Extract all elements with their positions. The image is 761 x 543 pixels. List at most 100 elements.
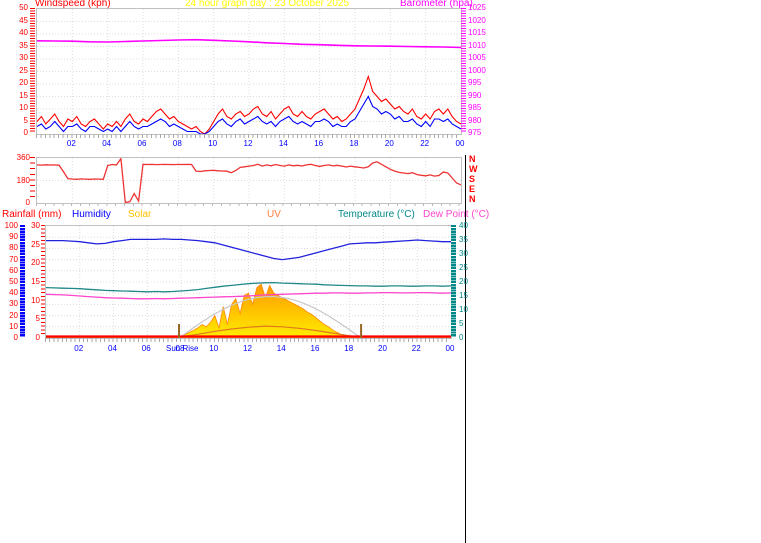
sunset-marker	[360, 324, 363, 338]
windspeed-tick-label: 10	[19, 103, 28, 112]
rainfall-axis-ticks	[41, 225, 45, 337]
compass-letter: E	[469, 184, 476, 194]
humidity-tick-label: 30	[9, 299, 18, 309]
barometer-tick-label: 1025	[468, 3, 486, 12]
temperature-tick-label: 20	[459, 277, 468, 286]
windspeed-tick-label: 5	[23, 115, 28, 125]
temperature-tick-label: 5	[459, 319, 464, 328]
rainfall-tick-label: 30	[31, 221, 40, 230]
temperature-tick-label: 0	[459, 333, 464, 342]
barometer-axis-ticks	[461, 8, 466, 133]
temperature-tick-label: 35	[459, 235, 468, 244]
wind-xaxis-label: 04	[102, 139, 112, 148]
legend-solar: Solar	[128, 209, 152, 220]
humidity-tick-label: 100	[4, 221, 18, 230]
humidity-tick-label: 90	[9, 232, 18, 242]
graph-title: 24 hour graph day : 23 October 2025	[185, 0, 350, 9]
rainfall-tick-label: 5	[35, 314, 40, 324]
bottom-xaxis-label: 10	[209, 344, 219, 353]
bottom-xaxis-label: 16	[310, 344, 320, 353]
sunrise-marker	[178, 324, 180, 338]
barometer-tick-label: 990	[468, 90, 482, 100]
compass-letter: N	[469, 154, 476, 164]
humidity-tick-label: 10	[9, 321, 18, 331]
wind-xaxis-label: 00	[455, 139, 465, 148]
combined-weather-chart	[46, 226, 451, 338]
compass-letter: W	[469, 164, 478, 174]
barometer-tick-label: 995	[468, 78, 482, 87]
temperature-tick-label: 15	[459, 291, 468, 300]
barometer-tick-label: 1010	[468, 40, 486, 50]
humidity-tick-label: 20	[9, 310, 18, 320]
bottom-xaxis-label: 00	[445, 344, 455, 353]
rainfall-tick-label: 15	[31, 277, 40, 286]
windspeed-tick-label: 45	[19, 15, 28, 25]
windspeed-barometer-chart	[37, 9, 461, 134]
wind-xaxis-label: 06	[137, 139, 147, 148]
legend-temperature: Temperature (°C)	[338, 209, 415, 220]
direction-tick-label: 0	[25, 198, 30, 207]
wind-xaxis-label: 18	[349, 139, 359, 148]
vertical-divider-line	[465, 155, 466, 543]
direction-tick-label: 360	[16, 153, 30, 162]
rainfall-tick-label: 20	[31, 258, 40, 268]
windspeed-tick-label: 50	[19, 3, 28, 12]
wind-xaxis-label: 20	[384, 139, 394, 148]
wind-direction-chart	[37, 158, 461, 203]
windspeed-tick-label: 15	[19, 90, 28, 100]
barometer-axis-title: Barometer (hpa)	[400, 0, 473, 9]
direction-xaxis-ticks	[36, 203, 460, 206]
humidity-tick-label: 60	[9, 265, 18, 275]
temperature-tick-label: 10	[459, 305, 468, 314]
windspeed-axis-ticks	[30, 8, 35, 133]
barometer-tick-label: 1005	[468, 53, 486, 62]
bottom-xaxis-label: 02	[74, 344, 84, 353]
sun-rise-label: Sun Rise	[166, 344, 199, 353]
wind-xaxis-label: 22	[420, 139, 430, 148]
windspeed-barometer-plot	[36, 8, 462, 135]
bottom-xaxis-ticks	[45, 338, 450, 342]
compass-letter: S	[469, 174, 476, 184]
bottom-xaxis-label: 22	[411, 344, 421, 353]
humidity-axis-bar	[20, 225, 25, 337]
wind-xaxis-label: 08	[172, 139, 182, 148]
windspeed-axis-title: Windspeed (kph)	[35, 0, 111, 9]
barometer-tick-label: 1015	[468, 28, 486, 37]
barometer-tick-label: 1020	[468, 15, 486, 25]
bottom-xaxis-label: 14	[276, 344, 286, 353]
bottom-xaxis-label: 20	[378, 344, 387, 353]
bottom-xaxis-label: 18	[344, 344, 354, 353]
humidity-tick-label: 50	[9, 277, 18, 286]
humidity-tick-label: 0	[13, 333, 18, 342]
bottom-xaxis-label: 04	[108, 344, 117, 353]
windspeed-tick-label: 0	[23, 128, 28, 137]
windspeed-tick-label: 20	[19, 78, 28, 87]
temperature-tick-label: 30	[459, 249, 468, 258]
windspeed-tick-label: 30	[19, 53, 28, 62]
barometer-tick-label: 980	[468, 115, 482, 125]
temperature-tick-label: 25	[459, 263, 468, 272]
legend-dew-point: Dew Point (°C)	[423, 209, 490, 220]
bottom-xaxis-label: 08	[175, 344, 185, 353]
wind-xaxis-label: 12	[243, 139, 253, 148]
bottom-xaxis-label: 06	[141, 344, 151, 353]
wind-xaxis-label: 16	[314, 139, 324, 148]
combined-weather-plot	[45, 225, 452, 339]
humidity-tick-label: 70	[9, 254, 18, 264]
temperature-tick-label: 40	[459, 221, 468, 230]
legend-rainfall: Rainfall (mm)	[2, 209, 62, 220]
wind-xaxis-label: 14	[278, 139, 288, 148]
bottom-xaxis-label: 12	[243, 344, 252, 353]
direction-axis-ticks	[30, 157, 35, 202]
humidity-tick-label: 40	[9, 288, 18, 298]
rainfall-tick-label: 0	[35, 333, 40, 342]
windspeed-tick-label: 35	[19, 40, 28, 50]
windspeed-tick-label: 40	[19, 28, 28, 37]
wind-xaxis-label: 10	[208, 139, 218, 148]
wind-direction-plot	[36, 157, 462, 204]
wind-xaxis-label: 02	[66, 139, 76, 148]
rainfall-tick-label: 10	[31, 295, 40, 305]
barometer-tick-label: 985	[468, 103, 482, 112]
humidity-tick-label: 80	[9, 243, 18, 253]
direction-tick-label: 180	[16, 175, 30, 185]
